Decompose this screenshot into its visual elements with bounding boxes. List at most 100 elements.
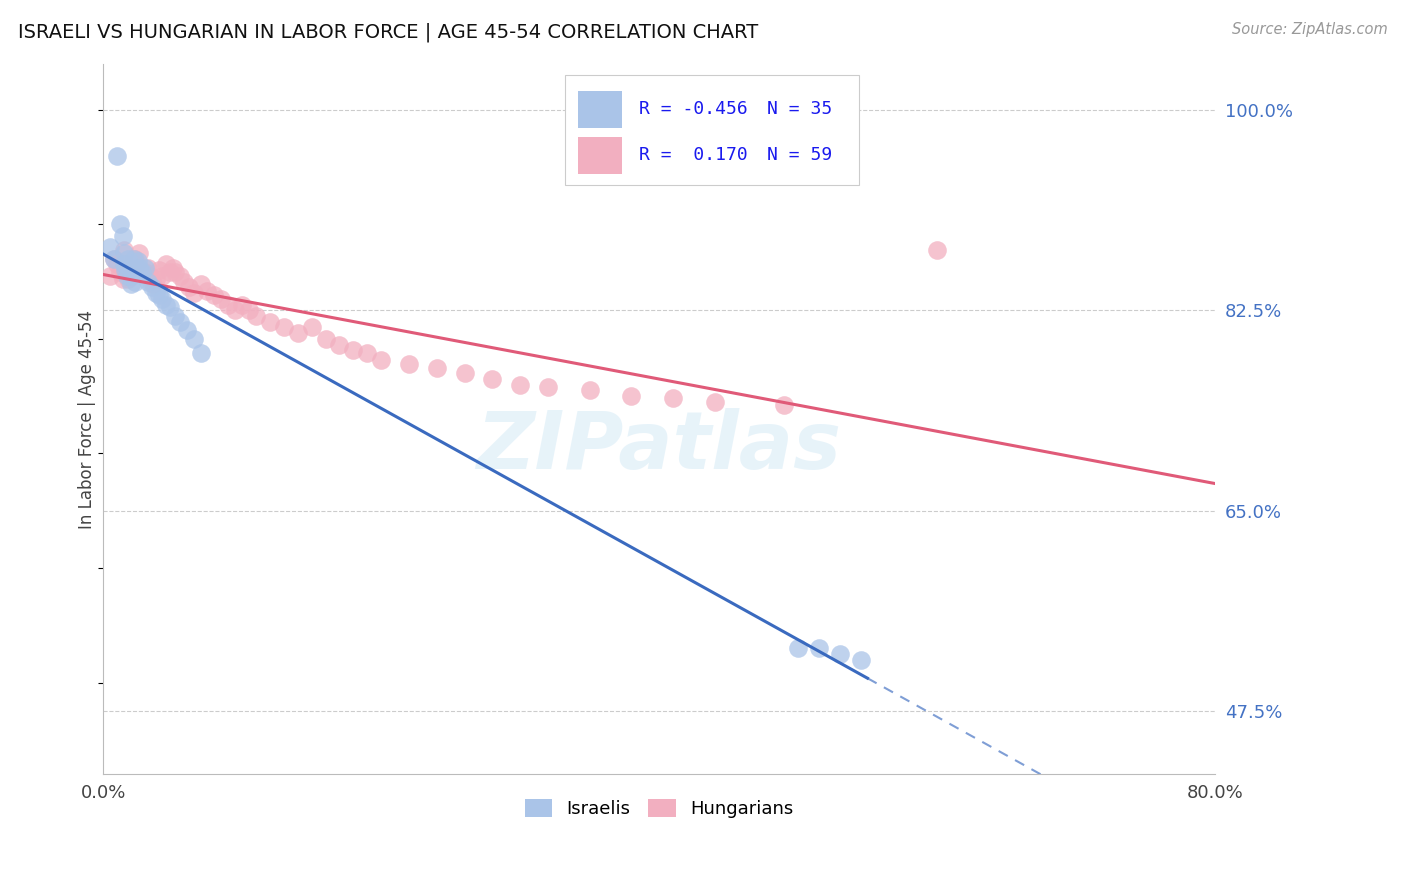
Point [169, 315, 191, 329]
Text: Source: ZipAtlas.com: Source: ZipAtlas.com [1232, 22, 1388, 37]
Point [183, 332, 205, 346]
Point [849, 652, 872, 666]
Point [120, 268, 142, 283]
Point [134, 260, 156, 275]
Point [703, 395, 725, 409]
Point [139, 268, 162, 283]
Point [122, 258, 145, 272]
Point [108, 265, 131, 279]
Point [202, 288, 225, 302]
Point [807, 641, 830, 656]
Point [111, 272, 134, 286]
Text: ZIPatlas: ZIPatlas [477, 409, 842, 486]
Text: ISRAELI VS HUNGARIAN IN LABOR FORCE | AGE 45-54 CORRELATION CHART: ISRAELI VS HUNGARIAN IN LABOR FORCE | AG… [18, 22, 758, 42]
Text: N = 59: N = 59 [766, 146, 832, 164]
Point [197, 284, 219, 298]
Point [122, 252, 145, 266]
Point [509, 377, 531, 392]
Text: R = -0.456: R = -0.456 [640, 100, 748, 118]
Point [131, 265, 153, 279]
Point [169, 268, 191, 283]
Point [124, 275, 146, 289]
Point [481, 372, 503, 386]
Point [124, 252, 146, 266]
Point [231, 297, 253, 311]
Point [315, 332, 337, 346]
Point [209, 292, 232, 306]
Point [115, 268, 138, 283]
FancyBboxPatch shape [578, 91, 623, 128]
Point [112, 243, 135, 257]
FancyBboxPatch shape [578, 137, 623, 174]
Point [925, 243, 948, 257]
Point [145, 286, 167, 301]
Point [103, 252, 125, 266]
Point [150, 268, 173, 283]
Point [134, 265, 156, 279]
FancyBboxPatch shape [565, 75, 859, 185]
Point [148, 263, 170, 277]
Point [131, 265, 153, 279]
Point [136, 260, 159, 275]
Point [127, 254, 149, 268]
Point [342, 343, 364, 358]
Text: R =  0.170: R = 0.170 [640, 146, 748, 164]
Point [453, 366, 475, 380]
Y-axis label: In Labor Force | Age 45-54: In Labor Force | Age 45-54 [79, 310, 96, 529]
Point [183, 286, 205, 301]
Point [120, 277, 142, 291]
Point [114, 263, 136, 277]
Point [179, 280, 201, 294]
Point [128, 260, 150, 275]
Point [426, 360, 449, 375]
Point [98, 268, 121, 283]
Point [787, 641, 810, 656]
Point [141, 280, 163, 294]
Point [105, 149, 128, 163]
Point [190, 277, 212, 291]
Point [328, 337, 350, 351]
Point [112, 258, 135, 272]
Point [117, 252, 139, 266]
Point [370, 352, 392, 367]
Point [828, 647, 851, 661]
Point [128, 246, 150, 260]
Point [159, 265, 181, 279]
Point [145, 272, 167, 286]
Point [120, 265, 142, 279]
Point [148, 288, 170, 302]
Point [273, 320, 295, 334]
Point [142, 277, 165, 291]
Point [245, 309, 267, 323]
Point [111, 228, 134, 243]
Point [165, 309, 187, 323]
Point [127, 260, 149, 275]
Point [620, 389, 643, 403]
Point [224, 303, 246, 318]
Point [537, 380, 560, 394]
Point [173, 275, 195, 289]
Point [662, 392, 685, 406]
Point [108, 218, 131, 232]
Point [98, 240, 121, 254]
Point [259, 315, 281, 329]
Point [105, 258, 128, 272]
Point [398, 357, 420, 371]
Point [117, 272, 139, 286]
Text: N = 35: N = 35 [766, 100, 832, 118]
Point [238, 303, 260, 318]
Point [162, 260, 184, 275]
Point [176, 323, 198, 337]
Point [287, 326, 309, 341]
Point [217, 297, 239, 311]
Point [301, 320, 323, 334]
Point [190, 345, 212, 359]
Point [122, 263, 145, 277]
Point [112, 246, 135, 260]
Point [114, 260, 136, 275]
Legend: Israelis, Hungarians: Israelis, Hungarians [517, 792, 800, 825]
Point [159, 300, 181, 314]
Point [155, 258, 177, 272]
Point [578, 384, 600, 398]
Point [356, 345, 378, 359]
